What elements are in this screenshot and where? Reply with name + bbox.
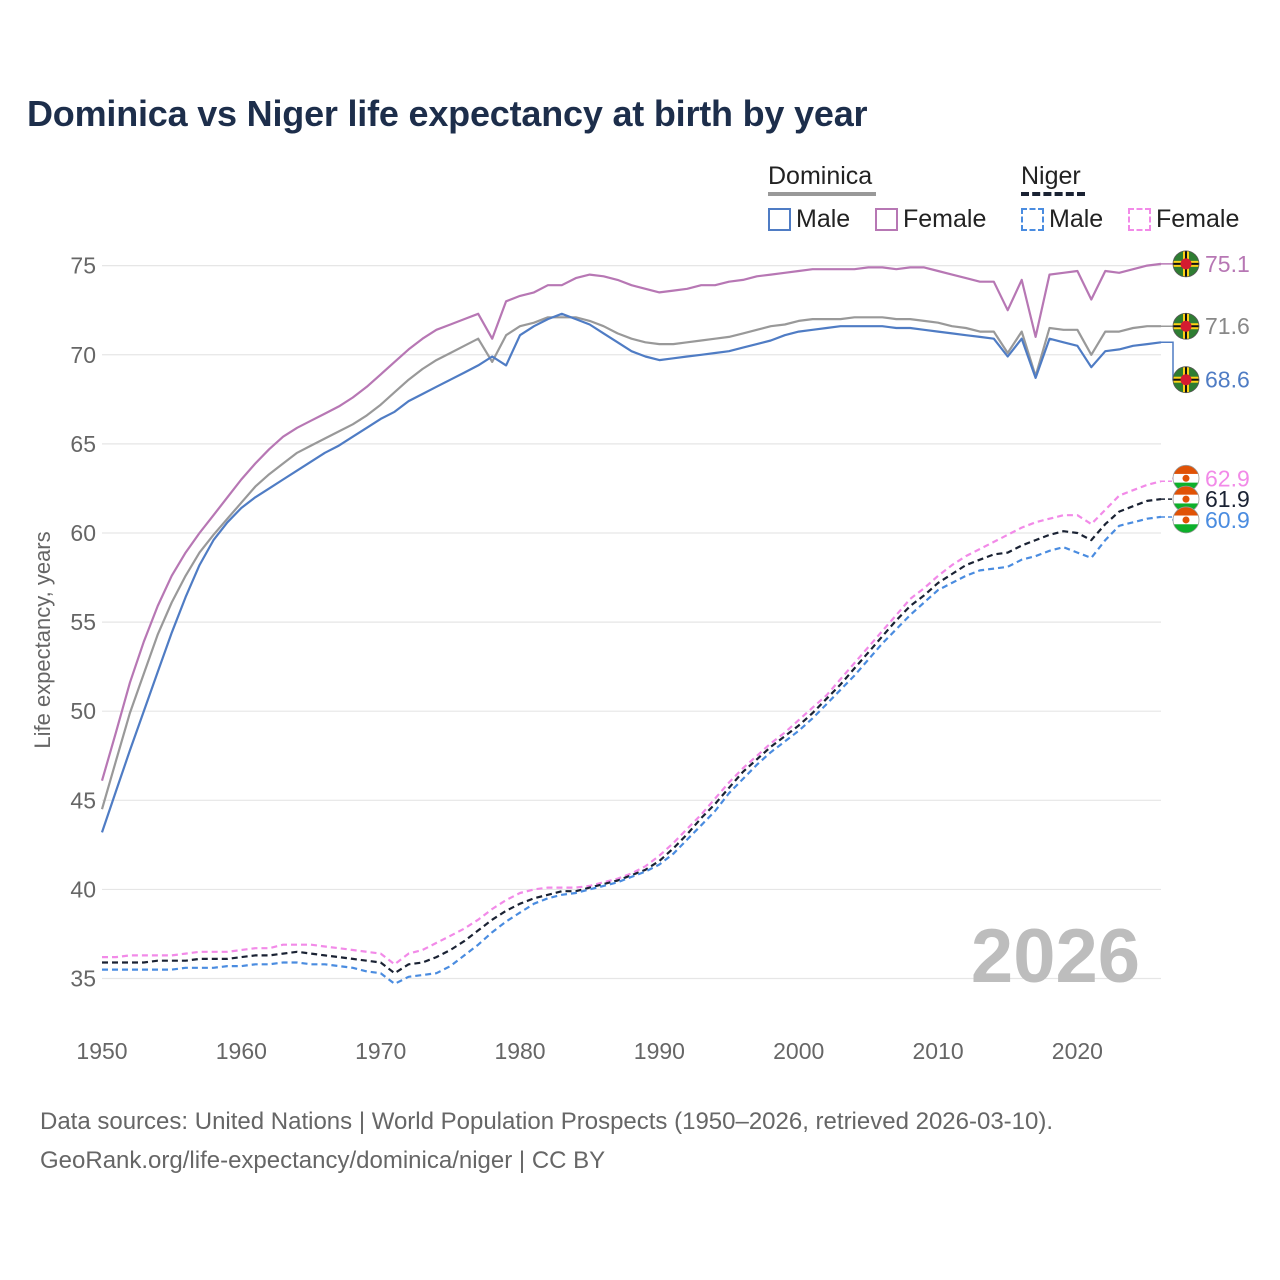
legend-swatch-niger-female <box>1128 208 1151 231</box>
x-tick-label-1970: 1970 <box>355 1038 406 1064</box>
legend-label-niger-female: Female <box>1156 205 1240 233</box>
end-label-niger-female: 62.9 <box>1205 465 1250 491</box>
x-tick-label-2000: 2000 <box>773 1038 824 1064</box>
y-tick-label-65: 65 <box>70 431 96 457</box>
legend-group-dominica-line <box>768 192 876 196</box>
legend-swatch-niger-male <box>1021 208 1044 231</box>
niger-flag-icon <box>1172 506 1200 534</box>
y-tick-label-70: 70 <box>70 342 96 368</box>
grid <box>102 265 1161 980</box>
legend-item-niger-female[interactable]: Female <box>1128 205 1239 234</box>
legend-group-dominica-label: Dominica <box>768 162 873 190</box>
footer-url[interactable]: GeoRank.org/life-expectancy/dominica/nig… <box>40 1147 606 1174</box>
legend-label-dominica-male: Male <box>796 205 851 233</box>
series-line-dominica-female[interactable] <box>100 262 1162 782</box>
legend-group-niger[interactable]: Niger <box>1021 162 1085 196</box>
x-tick-label-1960: 1960 <box>216 1038 267 1064</box>
end-label-dominica-female: 75.1 <box>1205 251 1250 277</box>
legend-item-niger-male[interactable]: Male <box>1021 205 1103 234</box>
legend-swatch-dominica-female <box>875 208 898 231</box>
y-axis-title: Life expectancy, years <box>30 531 55 748</box>
y-tick-label-35: 35 <box>70 966 96 992</box>
end-marker-dominica-both: 71.6 <box>1161 312 1250 340</box>
x-tick-label-1950: 1950 <box>76 1038 127 1064</box>
legend-group-dominica[interactable]: Dominica <box>768 162 876 196</box>
legend-item-dominica-female[interactable]: Female <box>875 205 986 234</box>
legend-swatch-dominica-male <box>768 208 791 231</box>
dominica-flag-icon <box>1172 366 1200 394</box>
end-label-dominica-both: 71.6 <box>1205 313 1250 339</box>
chart-title: Dominica vs Niger life expectancy at bir… <box>27 93 868 134</box>
x-tick-label-2020: 2020 <box>1052 1038 1103 1064</box>
end-marker-dominica-female: 75.1 <box>1161 250 1250 278</box>
end-label-dominica-male: 68.6 <box>1205 367 1250 393</box>
series-line-niger-both[interactable] <box>102 498 1162 975</box>
x-tick-label-1990: 1990 <box>634 1038 685 1064</box>
x-axis-ticks: 1950 1960 1970 1980 1990 2000 2010 2020 <box>76 1038 1103 1064</box>
x-tick-label-2010: 2010 <box>912 1038 963 1064</box>
series-line-dominica-both[interactable] <box>100 316 1161 810</box>
end-label-niger-male: 60.9 <box>1205 507 1250 533</box>
legend-label-dominica-female: Female <box>903 205 987 233</box>
series-line-dominica-male[interactable] <box>100 312 1162 833</box>
y-tick-label-55: 55 <box>70 609 96 635</box>
y-tick-label-50: 50 <box>70 698 96 724</box>
end-marker-niger-male: 60.9 <box>1161 506 1250 534</box>
y-tick-label-60: 60 <box>70 520 96 546</box>
dominica-flag-icon <box>1172 312 1200 340</box>
legend-label-niger-male: Male <box>1049 205 1104 233</box>
y-tick-label-45: 45 <box>70 787 96 813</box>
x-tick-label-1980: 1980 <box>494 1038 545 1064</box>
y-tick-label-75: 75 <box>70 253 96 279</box>
legend-group-niger-label: Niger <box>1021 162 1081 190</box>
end-marker-dominica-male: 68.6 <box>1161 341 1250 394</box>
series-lines <box>100 262 1162 986</box>
year-watermark: 2026 <box>971 914 1140 999</box>
y-axis-ticks: 35 40 45 50 55 60 65 70 75 <box>70 253 96 992</box>
dominica-flag-icon <box>1172 250 1200 278</box>
y-tick-label-40: 40 <box>70 876 96 902</box>
end-labels: 75.1 71.6 68.6 62.961.960.9 <box>1161 250 1250 534</box>
series-line-niger-male[interactable] <box>102 515 1162 986</box>
series-line-niger-female[interactable] <box>102 480 1162 966</box>
end-label-niger-both: 61.9 <box>1205 486 1250 512</box>
legend-group-niger-line <box>1021 192 1085 196</box>
legend-item-dominica-male[interactable]: Male <box>768 205 850 234</box>
footer-source: Data sources: United Nations | World Pop… <box>40 1108 1054 1135</box>
